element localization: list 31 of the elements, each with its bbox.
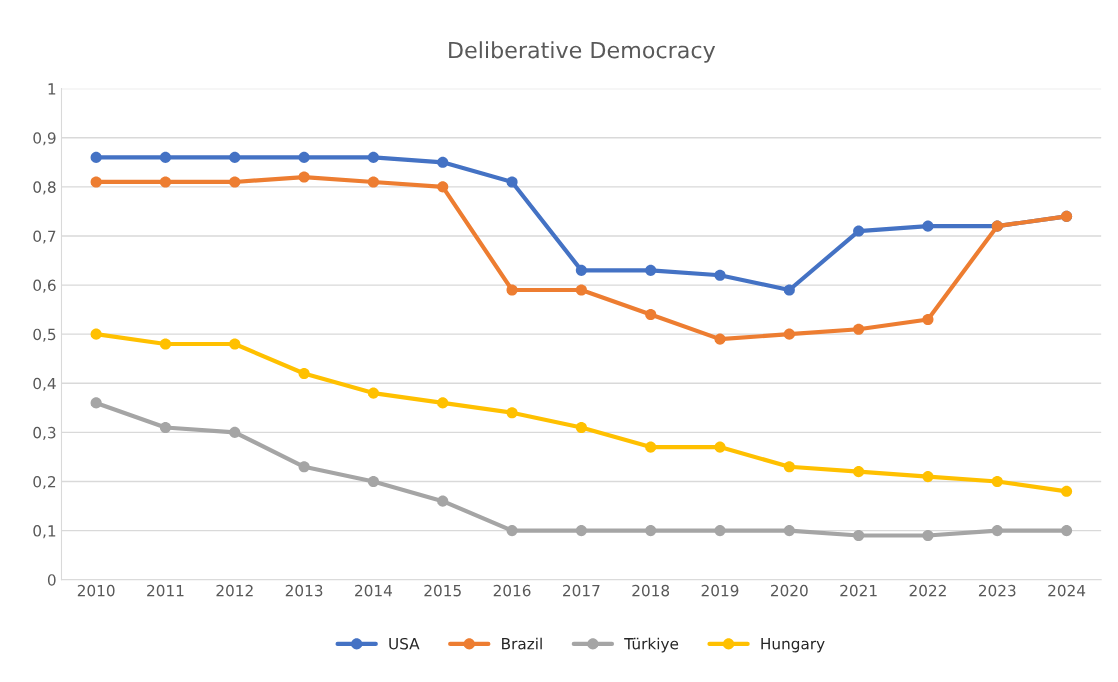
y-tick-label: 1: [48, 83, 56, 95]
x-tick-label: 2022: [909, 584, 946, 597]
y-tick-label: 0,8: [33, 181, 56, 195]
y-tick-label: 0,9: [33, 132, 56, 146]
legend-label: Hungary: [761, 638, 825, 653]
x-tick-label: 2015: [424, 584, 461, 597]
x-tick-label: 2016: [493, 584, 531, 597]
x-tick-label: 2024: [1048, 584, 1086, 597]
x-tick-label: 2023: [978, 584, 1016, 597]
y-tick-label: 0,4: [33, 377, 56, 391]
x-tick-label: 2012: [216, 584, 253, 597]
chart-title: Deliberative Democracy: [449, 41, 716, 63]
y-tick-label: 0,1: [33, 525, 56, 539]
x-tick-label: 2014: [355, 584, 392, 597]
x-tick-label: 2020: [770, 584, 808, 597]
x-tick-label: 2019: [701, 584, 739, 597]
x-tick-label: 2010: [77, 584, 115, 597]
y-tick-label: 0,2: [33, 475, 56, 490]
x-tick-label: 2013: [285, 584, 323, 597]
legend-label: Brazil: [502, 637, 542, 650]
legend-label: USA: [389, 637, 420, 650]
x-tick-label: 2021: [840, 584, 877, 597]
y-tick-label: 0,6: [33, 279, 56, 293]
y-tick-label: 0,3: [33, 426, 56, 440]
y-tick-label: 0: [47, 574, 56, 586]
x-tick-label: 2018: [632, 584, 670, 597]
y-tick-label: 0,7: [33, 230, 56, 244]
x-tick-label: 2017: [563, 584, 600, 597]
y-tick-label: 0,5: [33, 328, 56, 342]
legend-label: Türkiye: [624, 637, 679, 653]
x-tick-label: 2011: [147, 584, 184, 597]
